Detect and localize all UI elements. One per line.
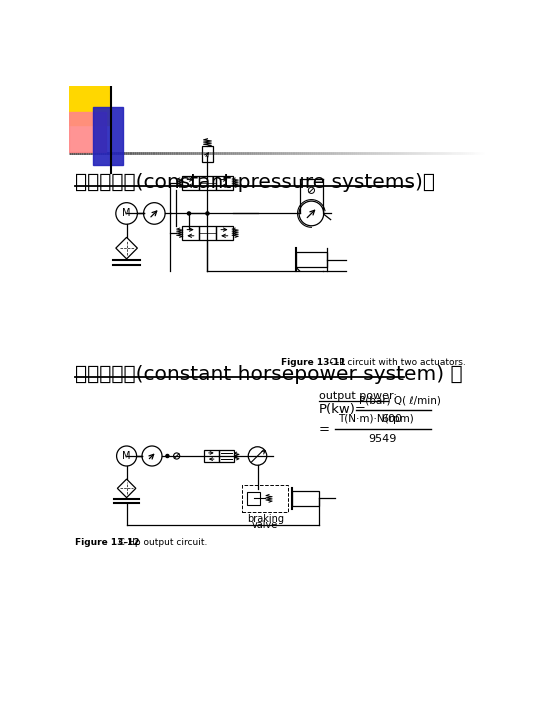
- Bar: [204, 450, 219, 462]
- Text: P(kw)=: P(kw)=: [319, 403, 367, 416]
- Bar: [202, 146, 213, 162]
- Text: T(N·m)·N(rpm): T(N·m)·N(rpm): [339, 414, 414, 423]
- Bar: [199, 176, 216, 189]
- Text: C-P circuit with two actuators.: C-P circuit with two actuators.: [321, 359, 465, 367]
- Text: 定壓力系統(constant pressure systems)：: 定壓力系統(constant pressure systems)：: [75, 174, 435, 192]
- Text: Figure 13-12: Figure 13-12: [75, 539, 140, 547]
- Circle shape: [166, 454, 169, 457]
- Text: 600: 600: [382, 415, 403, 424]
- Text: 定功率系統(constant horsepower system) ：: 定功率系統(constant horsepower system) ：: [75, 365, 463, 384]
- Text: P(bar) Q( ℓ/min): P(bar) Q( ℓ/min): [359, 395, 441, 405]
- Bar: [69, 86, 109, 125]
- Text: Figure 13-11: Figure 13-11: [281, 359, 345, 367]
- Bar: [296, 252, 327, 267]
- Text: M: M: [123, 209, 131, 218]
- Bar: [182, 176, 199, 189]
- Text: output power:: output power:: [319, 390, 397, 400]
- Bar: [69, 112, 106, 152]
- Text: =: =: [319, 423, 330, 436]
- Text: M: M: [123, 451, 131, 461]
- Bar: [93, 107, 123, 165]
- Circle shape: [187, 212, 191, 215]
- Circle shape: [206, 212, 209, 215]
- Bar: [219, 450, 234, 462]
- Bar: [242, 485, 288, 512]
- Bar: [199, 226, 216, 240]
- Bar: [182, 226, 199, 240]
- Bar: [292, 490, 319, 506]
- Text: braking: braking: [247, 514, 284, 524]
- Text: valve: valve: [252, 520, 278, 529]
- Bar: [216, 226, 233, 240]
- Bar: [247, 492, 260, 505]
- Text: C-Hp output circuit.: C-Hp output circuit.: [110, 539, 207, 547]
- Bar: [216, 176, 233, 189]
- Text: 9549: 9549: [368, 434, 396, 444]
